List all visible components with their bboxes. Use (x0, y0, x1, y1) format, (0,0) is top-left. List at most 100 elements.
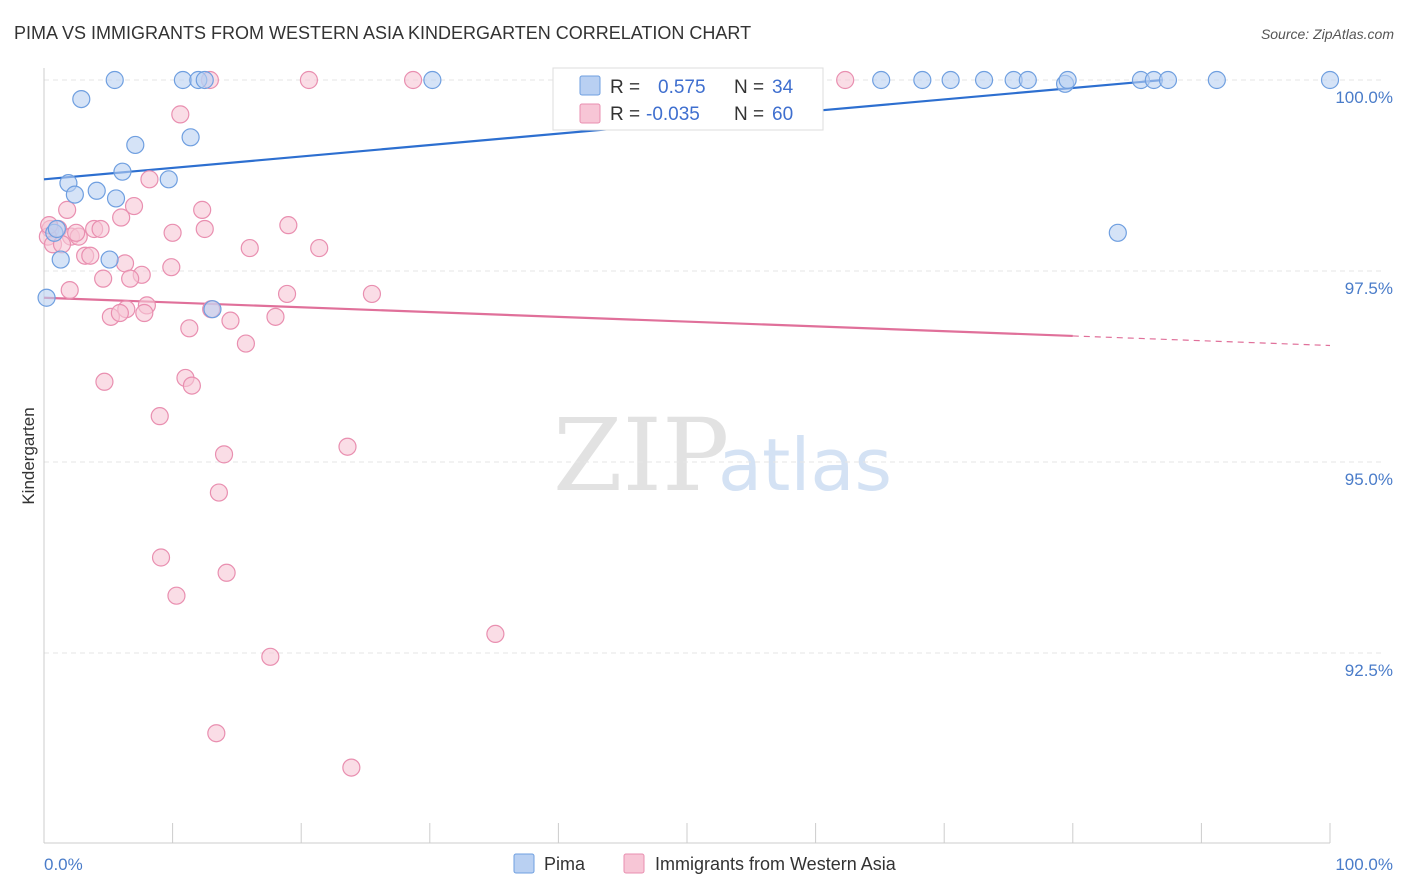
point-series0-17 (1320, 70, 1340, 90)
legend-r-value-pima: 0.575 (658, 77, 706, 98)
point-series0-8 (974, 70, 994, 90)
trend-line-extension-1 (1072, 335, 1331, 347)
legend: R = 0.575 N = 34 R = -0.035 N = 60 (552, 67, 824, 131)
point-series1-58 (110, 303, 129, 323)
point-series1-19 (163, 223, 182, 242)
point-series0-19 (181, 128, 200, 147)
watermark: ZIP atlas (553, 397, 892, 514)
y-tick-label-1: 97.5% (1345, 279, 1393, 298)
legend-n-label-pima: N = (734, 77, 764, 98)
point-series0-32 (159, 170, 178, 189)
point-series1-1 (299, 70, 319, 90)
point-series1-56 (67, 223, 86, 242)
bottom-legend-label-pima: Pima (544, 854, 586, 874)
point-series0-0 (105, 70, 124, 90)
watermark-zip: ZIP (553, 397, 729, 514)
point-series1-51 (486, 624, 505, 644)
point-series0-4 (423, 70, 442, 90)
point-series0-7 (941, 70, 960, 90)
y-tick-labels: 100.0% 97.5% 95.0% 92.5% (1335, 88, 1393, 680)
legend-n-value-immigrants: 60 (772, 104, 793, 125)
point-series0-21 (113, 162, 132, 181)
point-series1-4 (171, 105, 190, 124)
x-tick-label-0: 0.0% (44, 855, 83, 874)
point-series0-1 (173, 70, 192, 90)
y-tick-label-3: 92.5% (1345, 661, 1393, 680)
point-series0-6 (913, 70, 932, 90)
point-series1-5 (140, 170, 159, 189)
point-series0-18 (72, 89, 91, 109)
point-series0-25 (106, 189, 126, 208)
point-series0-29 (37, 288, 56, 307)
point-series1-13 (91, 219, 110, 239)
point-series1-43 (182, 376, 201, 395)
point-series1-45 (338, 437, 357, 456)
point-series1-3 (836, 70, 855, 90)
point-series1-39 (180, 319, 199, 338)
y-tick-label-2: 95.0% (1345, 470, 1393, 489)
point-series1-52 (261, 647, 280, 666)
point-series1-35 (135, 303, 154, 323)
point-series1-46 (214, 445, 234, 464)
point-series1-54 (342, 758, 361, 777)
legend-r-label-pima: R = (610, 77, 640, 98)
point-series1-7 (193, 200, 212, 219)
point-series1-8 (58, 200, 77, 219)
point-series1-47 (209, 483, 228, 502)
point-series1-15 (279, 216, 298, 235)
point-series1-9 (112, 208, 131, 227)
point-series1-48 (151, 548, 171, 567)
point-series1-38 (221, 311, 240, 330)
watermark-atlas: atlas (718, 423, 892, 507)
point-series0-12 (1058, 70, 1077, 90)
point-series1-28 (94, 269, 113, 288)
chart-source: Source: ZipAtlas.com (1261, 26, 1394, 42)
bottom-legend-swatch-immigrants (623, 853, 645, 874)
point-series0-3 (195, 70, 214, 90)
axes (43, 68, 1331, 844)
point-series1-26 (115, 254, 135, 273)
chart-title: PIMA VS IMMIGRANTS FROM WESTERN ASIA KIN… (14, 23, 751, 43)
point-series1-22 (240, 238, 259, 258)
legend-swatch-pima (579, 75, 601, 96)
point-series1-31 (277, 284, 297, 304)
point-series1-6 (124, 196, 144, 216)
point-series1-50 (167, 586, 186, 605)
legend-swatch-immigrants (579, 103, 601, 124)
data-points (37, 70, 1340, 777)
legend-n-value-pima: 34 (772, 77, 794, 98)
point-series0-31 (1108, 223, 1127, 242)
point-series1-53 (207, 724, 226, 743)
point-series1-32 (362, 284, 382, 304)
x-tick-label-1: 100.0% (1335, 855, 1393, 874)
legend-r-label-immigrants: R = (610, 104, 640, 125)
legend-r-value-immigrants: -0.035 (646, 104, 700, 125)
point-series0-24 (87, 181, 106, 200)
point-series1-30 (60, 281, 79, 300)
trend-line-1 (43, 296, 1073, 338)
point-series1-23 (310, 238, 329, 258)
point-series0-23 (65, 185, 84, 204)
point-series1-2 (403, 70, 423, 90)
point-series1-59 (162, 258, 181, 277)
point-series1-40 (236, 334, 256, 353)
bottom-legend: Pima Immigrants from Western Asia (513, 853, 897, 874)
point-series0-15 (1158, 70, 1178, 90)
point-series1-29 (121, 269, 140, 288)
point-series0-20 (126, 135, 145, 155)
point-series0-33 (47, 219, 66, 239)
point-series1-44 (150, 407, 169, 426)
point-series1-42 (95, 372, 114, 391)
bottom-legend-label-immigrants: Immigrants from Western Asia (655, 854, 897, 874)
bottom-legend-swatch-pima (513, 853, 535, 874)
point-series0-27 (51, 250, 70, 269)
point-series1-37 (266, 307, 285, 326)
gridlines (44, 79, 1385, 654)
point-series1-14 (195, 219, 214, 239)
point-series0-28 (100, 250, 119, 269)
point-series0-30 (203, 300, 222, 319)
point-series1-25 (81, 246, 100, 265)
point-series0-10 (1018, 70, 1037, 90)
point-series0-5 (872, 70, 891, 90)
point-series0-16 (1207, 70, 1226, 90)
